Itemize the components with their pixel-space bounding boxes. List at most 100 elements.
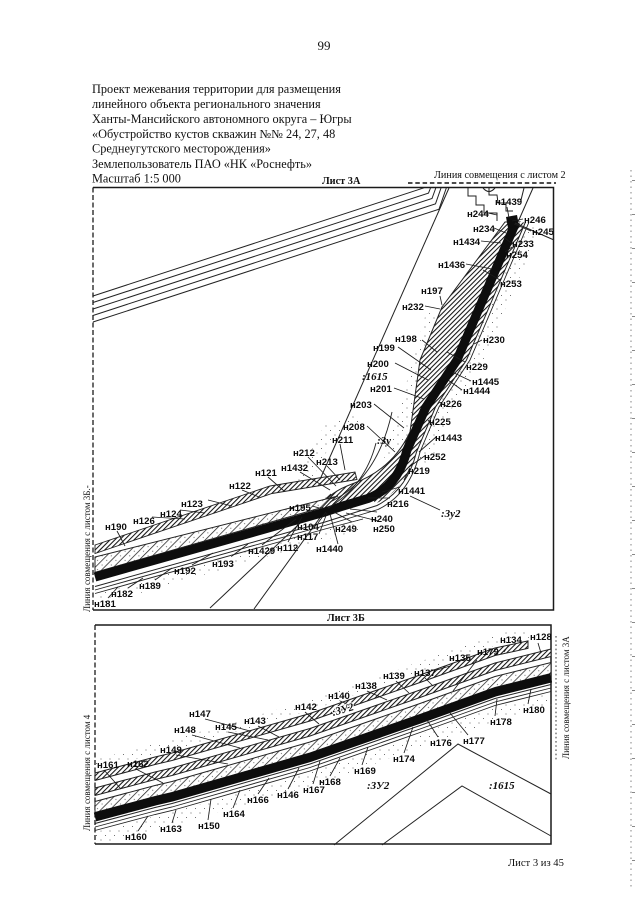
svg-text:н121: н121 [255, 468, 277, 479]
svg-text:н139: н139 [383, 671, 405, 682]
svg-text:н179: н179 [477, 647, 499, 658]
svg-text:н246: н246 [524, 215, 546, 226]
svg-text:н1436: н1436 [438, 260, 465, 271]
svg-text:н208: н208 [343, 422, 365, 433]
svg-text:н253: н253 [500, 279, 522, 290]
svg-text:Линия совмещения с листом 4: Линия совмещения с листом 4 [82, 714, 92, 831]
svg-text:н166: н166 [247, 795, 269, 806]
svg-text:н160: н160 [125, 832, 147, 843]
svg-text:н200: н200 [367, 359, 389, 370]
svg-text:н180: н180 [523, 705, 545, 716]
svg-text::1615: :1615 [362, 371, 388, 383]
svg-text:н163: н163 [160, 824, 182, 835]
svg-text:н240: н240 [371, 514, 393, 525]
svg-text:н134: н134 [500, 635, 522, 646]
svg-text:н112: н112 [277, 543, 298, 554]
svg-text:н1441: н1441 [398, 486, 426, 497]
svg-text:н250: н250 [373, 524, 395, 535]
svg-text:н164: н164 [223, 809, 245, 820]
svg-text:Землепользователь ПАО «НК «Рос: Землепользователь ПАО «НК «Роснефть» [92, 157, 312, 171]
svg-text:Линия совмещения с листом 2: Линия совмещения с листом 2 [434, 170, 566, 181]
svg-text:н225: н225 [429, 417, 451, 428]
svg-text:н244: н244 [467, 209, 489, 220]
svg-text:н193: н193 [212, 559, 234, 570]
svg-text:н249: н249 [335, 524, 357, 535]
svg-text:н122: н122 [229, 481, 251, 492]
svg-text:99: 99 [318, 38, 331, 53]
svg-text:н234: н234 [473, 224, 495, 235]
svg-text:н161: н161 [97, 760, 119, 771]
svg-text:н232: н232 [402, 302, 424, 313]
svg-text:н199: н199 [373, 343, 395, 354]
svg-text:н137: н137 [414, 668, 436, 679]
svg-text:Проект межевания территории дл: Проект межевания территории для размещен… [92, 82, 341, 96]
svg-text:н124: н124 [160, 509, 182, 520]
svg-text:н213: н213 [316, 457, 338, 468]
svg-text:линейного объекта региональног: линейного объекта регионального значения [92, 97, 321, 111]
svg-text::1615: :1615 [489, 780, 515, 792]
svg-text:н140: н140 [328, 691, 350, 702]
svg-text:н226: н226 [440, 399, 462, 410]
svg-text:«Обустройство кустов скважин №: «Обустройство кустов скважин №№ 24, 27, … [92, 127, 335, 141]
svg-text:Линия совмещения с листом 3Б.-: Линия совмещения с листом 3Б.- [82, 485, 92, 612]
svg-text::3у2: :3у2 [441, 508, 461, 520]
svg-text:н201: н201 [370, 384, 392, 395]
svg-text:н168: н168 [319, 777, 341, 788]
svg-text:н1439: н1439 [495, 197, 522, 208]
svg-text:Среднеугутского месторождения»: Среднеугутского месторождения» [92, 142, 271, 156]
svg-text:н138: н138 [355, 681, 377, 692]
svg-text:Лист 3 из 45: Лист 3 из 45 [508, 858, 564, 869]
svg-text:н189: н189 [139, 581, 161, 592]
svg-text:н211: н211 [332, 435, 354, 446]
svg-text:н117: н117 [297, 532, 318, 543]
svg-text:н181: н181 [94, 599, 116, 610]
svg-text:н104: н104 [297, 522, 319, 533]
svg-text:н135: н135 [449, 653, 471, 664]
svg-text:н145: н145 [215, 722, 237, 733]
svg-text:н219: н219 [408, 466, 430, 477]
svg-text:н126: н126 [133, 516, 155, 527]
svg-text:н148: н148 [174, 725, 196, 736]
svg-text:н190: н190 [105, 522, 127, 533]
svg-text:н1440: н1440 [316, 544, 343, 555]
svg-text:н174: н174 [393, 754, 415, 765]
svg-text:н203: н203 [350, 400, 372, 411]
svg-text:Лист 3Б: Лист 3Б [327, 613, 365, 624]
svg-text:Линия совмещения с листом 3А: Линия совмещения с листом 3А [561, 636, 571, 759]
svg-text:н176: н176 [430, 738, 452, 749]
svg-text:н252: н252 [424, 452, 446, 463]
svg-text:н1432: н1432 [281, 463, 308, 474]
svg-text:Масштаб 1:5 000: Масштаб 1:5 000 [92, 172, 181, 186]
svg-text:н233: н233 [512, 239, 534, 250]
svg-text::3У2: :3У2 [367, 780, 390, 792]
svg-text:н146: н146 [277, 790, 299, 801]
svg-text:н229: н229 [466, 362, 488, 373]
svg-text:н1434: н1434 [453, 237, 481, 248]
svg-text:н162: н162 [127, 759, 149, 770]
svg-text:н149: н149 [160, 745, 182, 756]
svg-text:н216: н216 [387, 499, 409, 510]
svg-text:н169: н169 [354, 766, 376, 777]
svg-text:н128: н128 [530, 632, 552, 643]
svg-text:н192: н192 [174, 566, 196, 577]
svg-text:н150: н150 [198, 821, 220, 832]
svg-text:н245: н245 [532, 227, 554, 238]
svg-text:н167: н167 [303, 785, 325, 796]
svg-text:н123: н123 [181, 499, 203, 510]
svg-text:н197: н197 [421, 286, 443, 297]
svg-text:н1443: н1443 [435, 433, 462, 444]
svg-text:н147: н147 [189, 709, 211, 720]
svg-text::3у: :3у [377, 435, 391, 447]
svg-text:н254: н254 [506, 250, 528, 261]
svg-text:н142: н142 [295, 702, 317, 713]
svg-text:н1445: н1445 [472, 377, 500, 388]
svg-text:н212: н212 [293, 448, 315, 459]
svg-text:Ханты-Мансийского автономного: Ханты-Мансийского автономного округа – Ю… [92, 112, 352, 126]
svg-text:н230: н230 [483, 335, 505, 346]
svg-text:н1429: н1429 [248, 546, 275, 557]
svg-text:н178: н178 [490, 717, 512, 728]
svg-text:н1444: н1444 [463, 386, 491, 397]
svg-text:н198: н198 [395, 334, 417, 345]
svg-text:н177: н177 [463, 736, 485, 747]
svg-text:н143: н143 [244, 716, 266, 727]
